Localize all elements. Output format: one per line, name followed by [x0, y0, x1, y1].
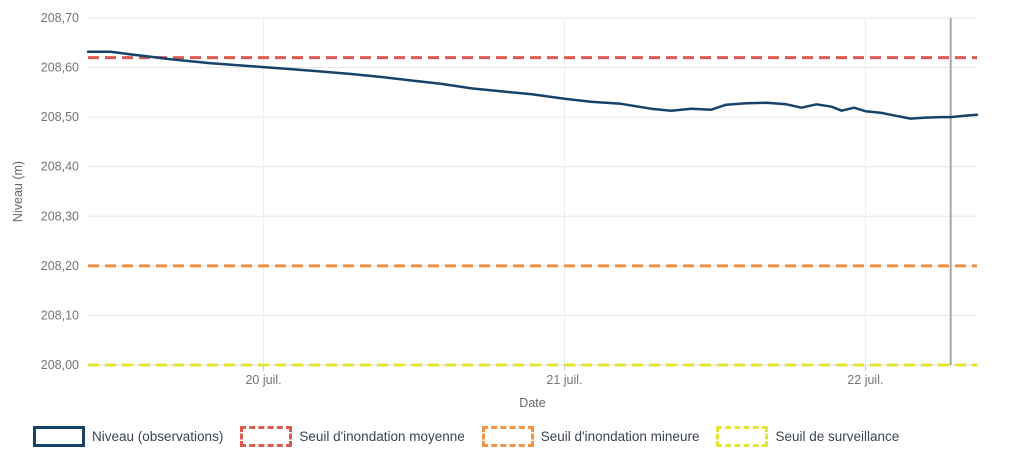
legend-label-seuil-inondation-moyenne: Seuil d'inondation moyenne	[299, 429, 465, 444]
legend-item-niveau-observations[interactable]: Niveau (observations)	[33, 426, 223, 447]
y-axis-title: Niveau (m)	[11, 161, 25, 222]
legend-item-seuil-inondation-moyenne[interactable]: Seuil d'inondation moyenne	[240, 426, 465, 447]
legend-swatch-niveau-observations	[33, 426, 85, 447]
y-tick-label: 208,20	[41, 259, 79, 273]
y-tick-label: 208,70	[41, 11, 79, 25]
y-tick-label: 208,00	[41, 358, 79, 372]
niveau-chart[interactable]: 208,00 208,10 208,20 208,30 208,40 208,50 208,…	[0, 0, 1011, 415]
legend-label-seuil-inondation-mineure: Seuil d'inondation mineure	[540, 429, 700, 444]
x-tick-label: 20 juil.	[245, 373, 281, 387]
y-tick-label: 208,30	[41, 209, 79, 223]
x-axis-title: Date	[519, 396, 545, 410]
y-tick-label: 208,10	[41, 308, 79, 322]
y-tick-label: 208,50	[41, 110, 79, 124]
legend-item-seuil-inondation-mineure[interactable]: Seuil d'inondation mineure	[481, 426, 700, 447]
legend-label-seuil-surveillance: Seuil de surveillance	[775, 429, 900, 444]
legend: Niveau (observations) Seuil d'inondation…	[33, 426, 899, 447]
legend-swatch-seuil-inondation-mineure	[481, 426, 534, 447]
y-tick-label: 208,40	[41, 160, 79, 174]
legend-item-seuil-surveillance[interactable]: Seuil de surveillance	[716, 426, 899, 447]
legend-swatch-seuil-surveillance	[716, 426, 769, 447]
legend-swatch-seuil-inondation-moyenne	[240, 426, 293, 447]
x-tick-label: 22 juil.	[847, 373, 883, 387]
x-tick-label: 21 juil.	[546, 373, 582, 387]
y-tick-label: 208,60	[41, 61, 79, 75]
observations-line[interactable]	[86, 50, 979, 120]
legend-label-niveau-observations: Niveau (observations)	[92, 429, 224, 444]
